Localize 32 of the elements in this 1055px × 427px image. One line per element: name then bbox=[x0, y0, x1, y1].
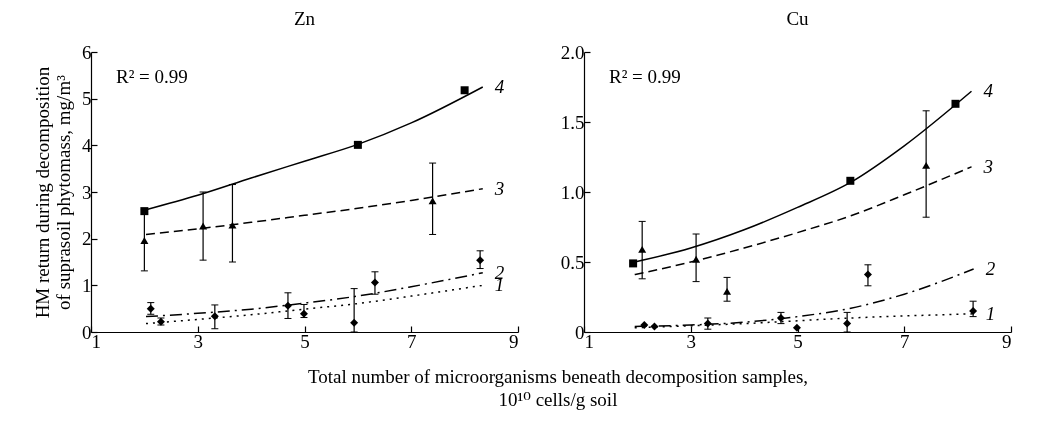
annotation: R² = 0.99 bbox=[609, 66, 681, 87]
y-tick-label: 1.0 bbox=[560, 181, 585, 203]
y-tick-label: 2.0 bbox=[560, 41, 585, 63]
annotation: R² = 0.99 bbox=[116, 66, 188, 87]
y-tick-label: 4 bbox=[82, 134, 92, 156]
series-label: 2 bbox=[985, 258, 996, 279]
x-tick-label: 9 bbox=[1002, 330, 1012, 352]
y-tick-label: 2 bbox=[82, 228, 92, 250]
series-label: 3 bbox=[493, 177, 505, 199]
y-axis-title: HM return during decomposition of suprasoil phytomass, mg/m³ bbox=[32, 66, 74, 319]
x-tick-label: 3 bbox=[686, 330, 696, 352]
y-tick-label: 1 bbox=[82, 274, 92, 296]
x-tick-label: 9 bbox=[509, 330, 519, 352]
y-tick-label: 0 bbox=[575, 321, 585, 343]
series-label: 4 bbox=[494, 76, 505, 97]
y-tick-label: 3 bbox=[82, 181, 92, 203]
y-tick-label: 0.5 bbox=[560, 251, 585, 273]
series-label: 1 bbox=[985, 302, 996, 324]
chart-title: Zn bbox=[293, 8, 316, 29]
chart-title: Cu bbox=[786, 8, 810, 29]
x-axis-title: Total number of microorganisms beneath decomposition samples, 10¹⁰ cells/g soil bbox=[306, 366, 810, 412]
y-tick-label: 5 bbox=[82, 88, 92, 110]
series-label: 4 bbox=[983, 80, 994, 102]
x-tick-label: 7 bbox=[407, 330, 417, 352]
x-tick-label: 7 bbox=[900, 330, 910, 352]
y-tick-label: 1.5 bbox=[560, 111, 585, 133]
x-tick-label: 5 bbox=[793, 330, 803, 352]
x-tick-label: 5 bbox=[300, 330, 310, 352]
y-tick-label: 0 bbox=[82, 321, 92, 343]
y-tick-label: 6 bbox=[82, 41, 92, 63]
x-tick-label: 3 bbox=[193, 330, 203, 352]
series-label: 3 bbox=[982, 155, 993, 177]
